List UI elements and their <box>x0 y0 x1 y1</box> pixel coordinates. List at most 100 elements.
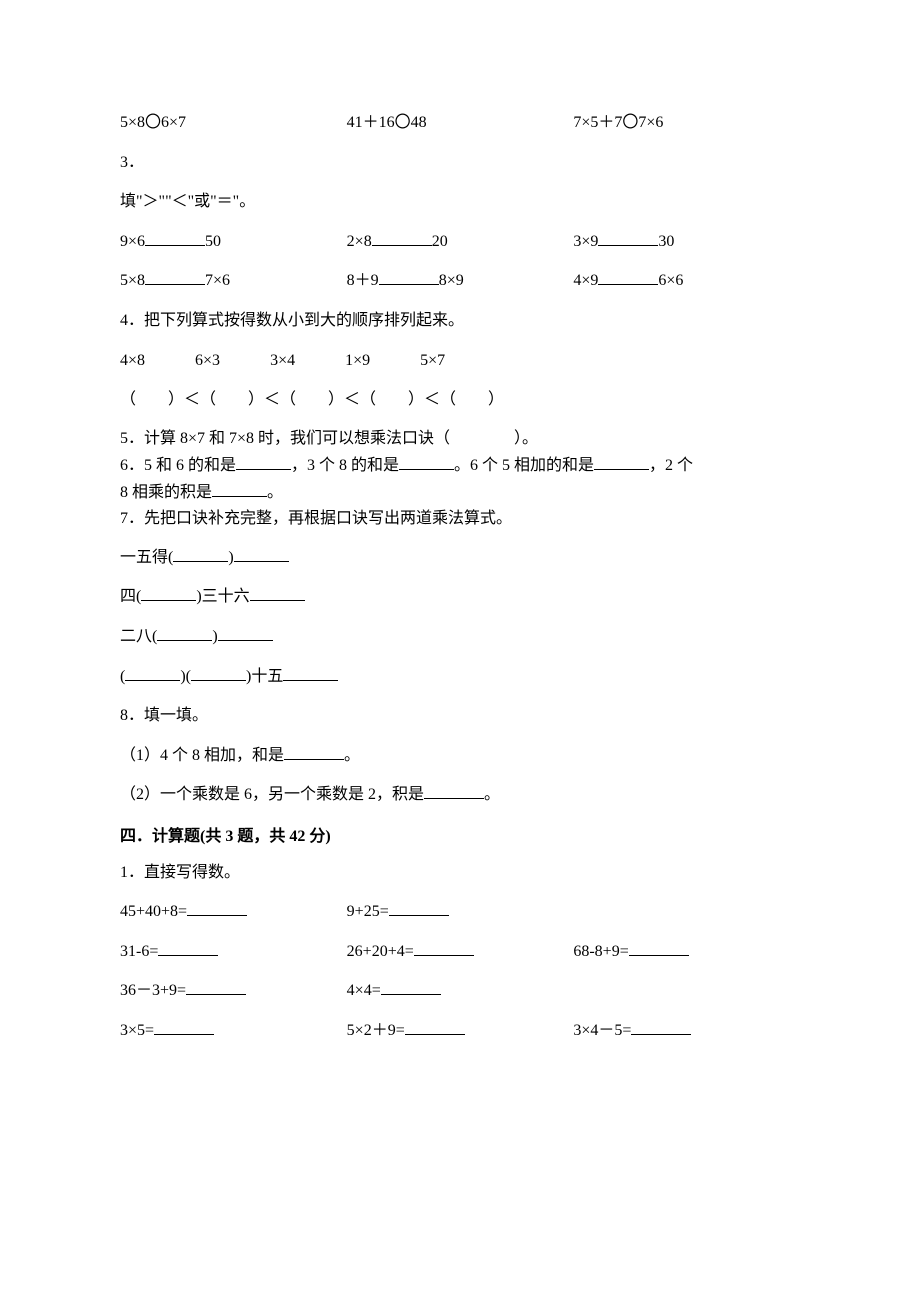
calc-item: 9+25= <box>347 899 574 925</box>
text: 。 <box>484 786 500 803</box>
expr: 7×5＋7〇7×6 <box>573 110 800 136</box>
blank[interactable] <box>173 545 228 562</box>
q3-row1: 9×650 2×8 20 3×9 30 <box>120 229 800 255</box>
calc-item: 31-6= <box>120 939 347 965</box>
calc-item: 4×4= <box>347 978 574 1004</box>
compare-item: 5×87×6 <box>120 268 347 294</box>
lhs: 8＋9 <box>347 272 379 289</box>
blank[interactable] <box>125 664 180 681</box>
expr: 6×3 <box>195 348 220 374</box>
blank[interactable] <box>372 229 432 246</box>
calc-empty <box>573 899 800 925</box>
blank[interactable] <box>157 624 212 641</box>
calc-empty <box>573 978 800 1004</box>
document-page: 5×8〇6×7 41＋16〇48 7×5＋7〇7×6 3． 填"＞""＜"或"＝… <box>0 0 920 1302</box>
q7-line1: 一五得() <box>120 545 800 571</box>
expr: 26+20+4= <box>347 943 414 960</box>
compare-item: 9×650 <box>120 229 347 255</box>
blank[interactable] <box>218 624 273 641</box>
text: ，3 个 8 的和是 <box>291 457 399 474</box>
lhs: 5×8 <box>120 272 145 289</box>
blank[interactable] <box>399 453 454 470</box>
blank[interactable] <box>187 899 247 916</box>
blank[interactable] <box>154 1018 214 1035</box>
rhs: 8×9 <box>439 272 464 289</box>
blank[interactable] <box>191 664 246 681</box>
lhs: 2×8 <box>347 233 372 250</box>
blank[interactable] <box>405 1018 465 1035</box>
blank[interactable] <box>145 229 205 246</box>
blank[interactable] <box>424 782 484 799</box>
q7-title: 7．先把口诀补充完整，再根据口诀写出两道乘法算式。 <box>120 507 800 531</box>
expr: 5×8〇6×7 <box>120 110 347 136</box>
compare-item: 2×8 20 <box>347 229 574 255</box>
calc-item: 5×2＋9= <box>347 1018 574 1044</box>
blank[interactable] <box>379 268 439 285</box>
lhs: 3×9 <box>573 233 598 250</box>
text: 8 相乘的积是 <box>120 484 212 501</box>
blank[interactable] <box>186 978 246 995</box>
expr: 5×2＋9= <box>347 1022 405 1039</box>
calc-item: 36－3+9= <box>120 978 347 1004</box>
text: )三十六 <box>196 588 249 605</box>
expr: 5×7 <box>420 348 445 374</box>
lhs: 4×9 <box>573 272 598 289</box>
calc-item: 26+20+4= <box>347 939 574 965</box>
text: )十五 <box>246 668 283 685</box>
blank[interactable] <box>234 545 289 562</box>
text: 二八( <box>120 628 157 645</box>
rhs: 30 <box>658 233 674 250</box>
blank[interactable] <box>158 939 218 956</box>
blank[interactable] <box>389 899 449 916</box>
q6-line1: 6．5 和 6 的和是，3 个 8 的和是。6 个 5 相加的和是，2 个 <box>120 453 800 478</box>
expr: 4×4= <box>347 982 381 999</box>
expr: 4×8 <box>120 348 145 374</box>
lhs: 9×6 <box>120 233 145 250</box>
expr: 31-6= <box>120 943 158 960</box>
blank[interactable] <box>598 268 658 285</box>
calc-row1: 45+40+8= 9+25= <box>120 899 800 925</box>
text: （1）4 个 8 相加，和是 <box>120 747 284 764</box>
blank[interactable] <box>141 584 196 601</box>
text: 6．5 和 6 的和是 <box>120 457 236 474</box>
expr: 3×4 <box>270 348 295 374</box>
blank[interactable] <box>250 584 305 601</box>
expr: 3×5= <box>120 1022 154 1039</box>
calc-item: 3×5= <box>120 1018 347 1044</box>
q3-number: 3． <box>120 150 800 176</box>
sec4-q1: 1．直接写得数。 <box>120 860 800 886</box>
calc-row3: 36－3+9= 4×4= <box>120 978 800 1004</box>
calc-item: 3×4－5= <box>573 1018 800 1044</box>
section4-title: 四．计算题(共 3 题，共 42 分) <box>120 824 800 850</box>
expr: 3×4－5= <box>573 1022 631 1039</box>
calc-row4: 3×5= 5×2＋9= 3×4－5= <box>120 1018 800 1044</box>
q7-line2: 四( )三十六 <box>120 584 800 610</box>
q6-line2: 8 相乘的积是。 <box>120 480 800 505</box>
blank[interactable] <box>145 268 205 285</box>
q8-line1: （1）4 个 8 相加，和是 。 <box>120 743 800 769</box>
text: 一五得( <box>120 549 173 566</box>
blank[interactable] <box>594 453 649 470</box>
blank[interactable] <box>381 978 441 995</box>
rhs: 20 <box>432 233 448 250</box>
text: 。6 个 5 相加的和是 <box>454 457 594 474</box>
text: 四( <box>120 588 141 605</box>
blank[interactable] <box>212 480 267 497</box>
blank[interactable] <box>629 939 689 956</box>
blank[interactable] <box>631 1018 691 1035</box>
text: （2）一个乘数是 6，另一个乘数是 2，积是 <box>120 786 424 803</box>
q4-items: 4×8 6×3 3×4 1×9 5×7 <box>120 348 800 374</box>
q8-title: 8．填一填。 <box>120 703 800 729</box>
rhs: 6×6 <box>658 272 683 289</box>
q7-line4: ()()十五 <box>120 664 800 690</box>
blank[interactable] <box>284 743 344 760</box>
blank[interactable] <box>414 939 474 956</box>
blank[interactable] <box>283 664 338 681</box>
blank[interactable] <box>598 229 658 246</box>
expr: 36－3+9= <box>120 982 186 999</box>
blank[interactable] <box>236 453 291 470</box>
text: 。 <box>344 747 360 764</box>
q2-row3: 5×8〇6×7 41＋16〇48 7×5＋7〇7×6 <box>120 110 800 136</box>
calc-item: 68-8+9= <box>573 939 800 965</box>
expr: 45+40+8= <box>120 903 187 920</box>
